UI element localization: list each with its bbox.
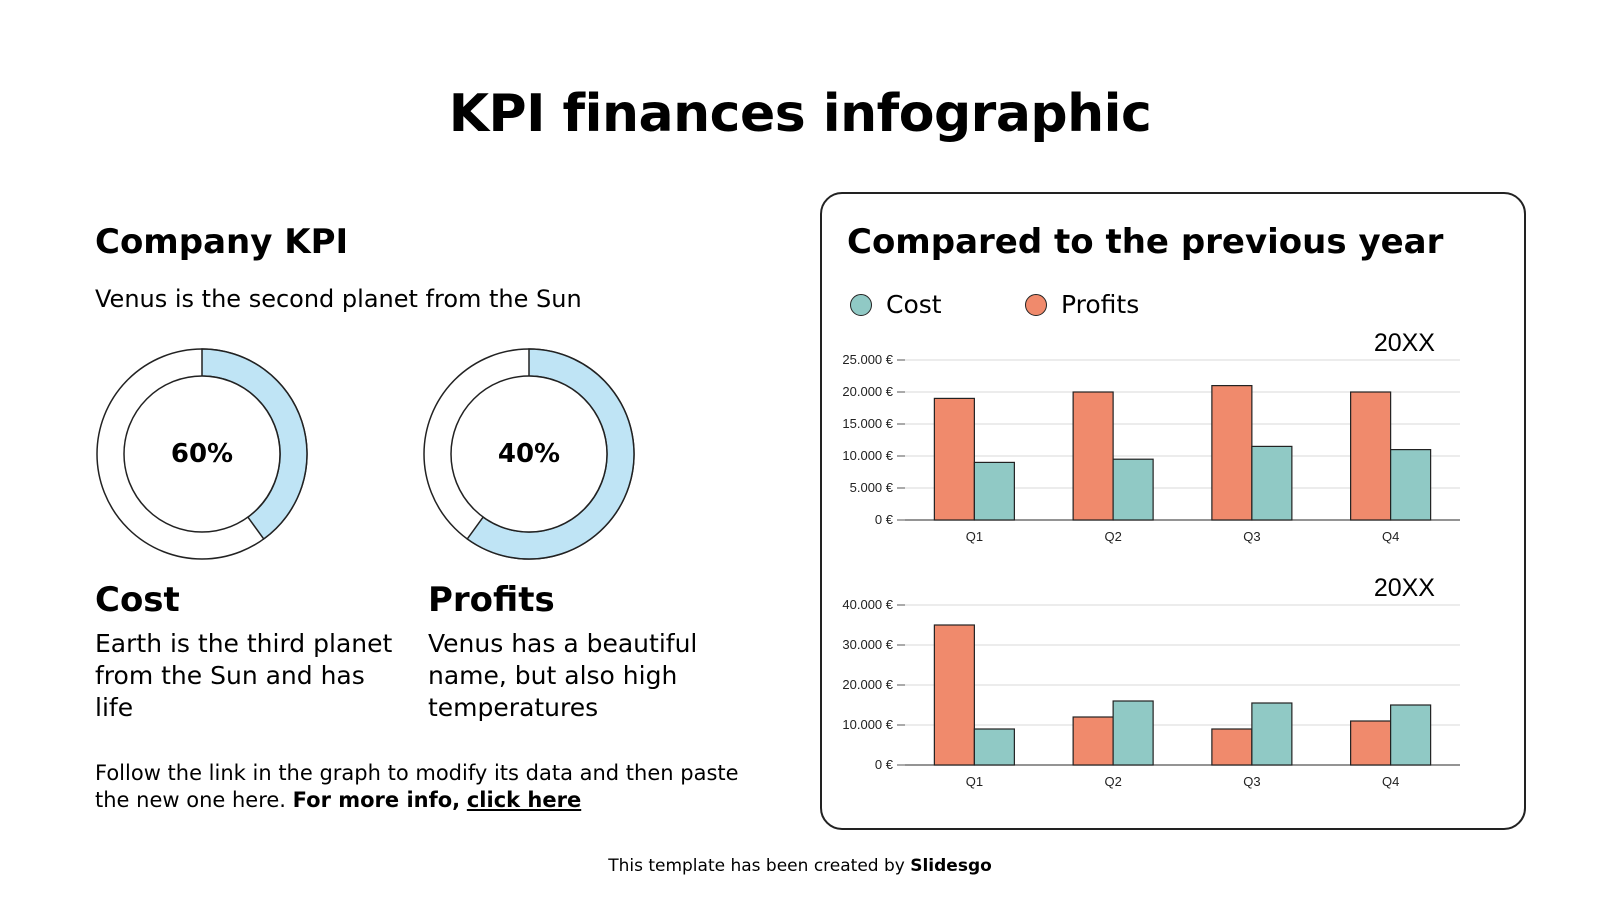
- profits-donut: 40%: [422, 347, 636, 561]
- cost-bar-q4: [1390, 704, 1432, 766]
- x-tick-label: Q1: [966, 774, 983, 789]
- cost-bar-q1: [973, 461, 1015, 521]
- info-note-text: Follow the link in the graph to modify i…: [95, 761, 739, 812]
- profits-bar-q4: [1350, 391, 1392, 521]
- company-kpi-heading: Company KPI: [95, 222, 349, 262]
- y-tick-label: 25.000 €: [842, 352, 893, 367]
- profits-legend-label: Profits: [1061, 290, 1140, 319]
- cost-description: Earth is the third planet from the Sun a…: [95, 629, 393, 722]
- chart-year-label: 20XX: [1374, 575, 1435, 602]
- cost-donut: 60%: [95, 347, 309, 561]
- legend-profits: Profits: [1025, 290, 1139, 319]
- click-here-link[interactable]: click here: [466, 788, 582, 812]
- cost-donut-ring: [96, 348, 308, 560]
- y-tick-label: 10.000 €: [842, 717, 893, 732]
- y-tick-label: 5.000 €: [850, 480, 894, 495]
- cost-legend-label: Cost: [886, 290, 942, 319]
- profits-bar-q1: [933, 397, 975, 521]
- footer-text: This template has been created by: [608, 856, 905, 876]
- bar-chart-1-svg: 0 € 5.000 € 10.000 € 15.000 € 20.000 € 25.000…: [842, 330, 1460, 544]
- y-tick-label: 20.000 €: [842, 677, 893, 692]
- chart-year-label: 20XX: [1374, 330, 1435, 357]
- bar-chart-2-svg: 0 € 10.000 € 20.000 € 30.000 € 40.000 € 20XX Q…: [842, 575, 1460, 789]
- bar-chart-2: 0 € 10.000 € 20.000 € 30.000 € 40.000 € 20XX Q…: [830, 575, 1510, 805]
- y-tick-label: 0 €: [875, 757, 894, 772]
- comparison-panel-title: Compared to the previous year: [847, 222, 1444, 262]
- x-tick-label: Q4: [1382, 529, 1399, 544]
- y-tick-label: 0 €: [875, 512, 894, 527]
- cost-title: Cost: [95, 580, 180, 620]
- cost-bar-q2: [1112, 700, 1154, 766]
- profits-percent-label: 40%: [497, 439, 561, 469]
- y-tick-label: 40.000 €: [842, 597, 893, 612]
- profits-description: Venus has a beautiful name, but also hig…: [428, 629, 698, 722]
- comparison-panel: [820, 192, 1526, 830]
- x-tick-label: Q2: [1104, 529, 1121, 544]
- cost-bar-q3: [1251, 702, 1293, 766]
- info-note-bold: For more info,: [292, 788, 461, 812]
- profits-title: Profits: [428, 580, 555, 620]
- y-tick-label: 30.000 €: [842, 637, 893, 652]
- cost-bar-q3: [1251, 445, 1293, 521]
- y-tick-label: 20.000 €: [842, 384, 893, 399]
- page-title: KPI finances infographic: [448, 84, 1152, 144]
- x-tick-label: Q1: [966, 529, 983, 544]
- cost-bar-q4: [1390, 448, 1432, 521]
- info-note: Follow the link in the graph to modify i…: [95, 760, 775, 814]
- footer-brand: Slidesgo: [910, 856, 992, 876]
- cost-bar-q1: [973, 728, 1015, 766]
- profits-bar-q2: [1072, 391, 1114, 521]
- cost-legend-swatch: [850, 293, 872, 316]
- company-kpi-subtitle: Venus is the second planet from the Sun: [95, 285, 582, 313]
- cost-bar-q2: [1112, 458, 1154, 521]
- profits-bar-q2: [1072, 716, 1114, 766]
- bar-chart-1: 0 € 5.000 € 10.000 € 15.000 € 20.000 € 25.000…: [830, 330, 1510, 560]
- profits-legend-swatch: [1025, 293, 1047, 316]
- y-tick-label: 10.000 €: [842, 448, 893, 463]
- profits-donut-ring: [423, 348, 635, 560]
- profits-bar-q3: [1211, 728, 1253, 766]
- x-tick-label: Q3: [1243, 774, 1260, 789]
- legend-cost: Cost: [850, 290, 942, 319]
- profits-bar-q3: [1211, 384, 1253, 521]
- cost-percent-label: 60%: [170, 439, 234, 469]
- profits-bar-q4: [1350, 720, 1392, 766]
- profits-bar-q1: [933, 624, 975, 766]
- y-tick-label: 15.000 €: [842, 416, 893, 431]
- x-tick-label: Q3: [1243, 529, 1260, 544]
- footer-credit: This template has been created by Slides…: [0, 856, 1600, 876]
- x-tick-label: Q2: [1104, 774, 1121, 789]
- x-tick-label: Q4: [1382, 774, 1399, 789]
